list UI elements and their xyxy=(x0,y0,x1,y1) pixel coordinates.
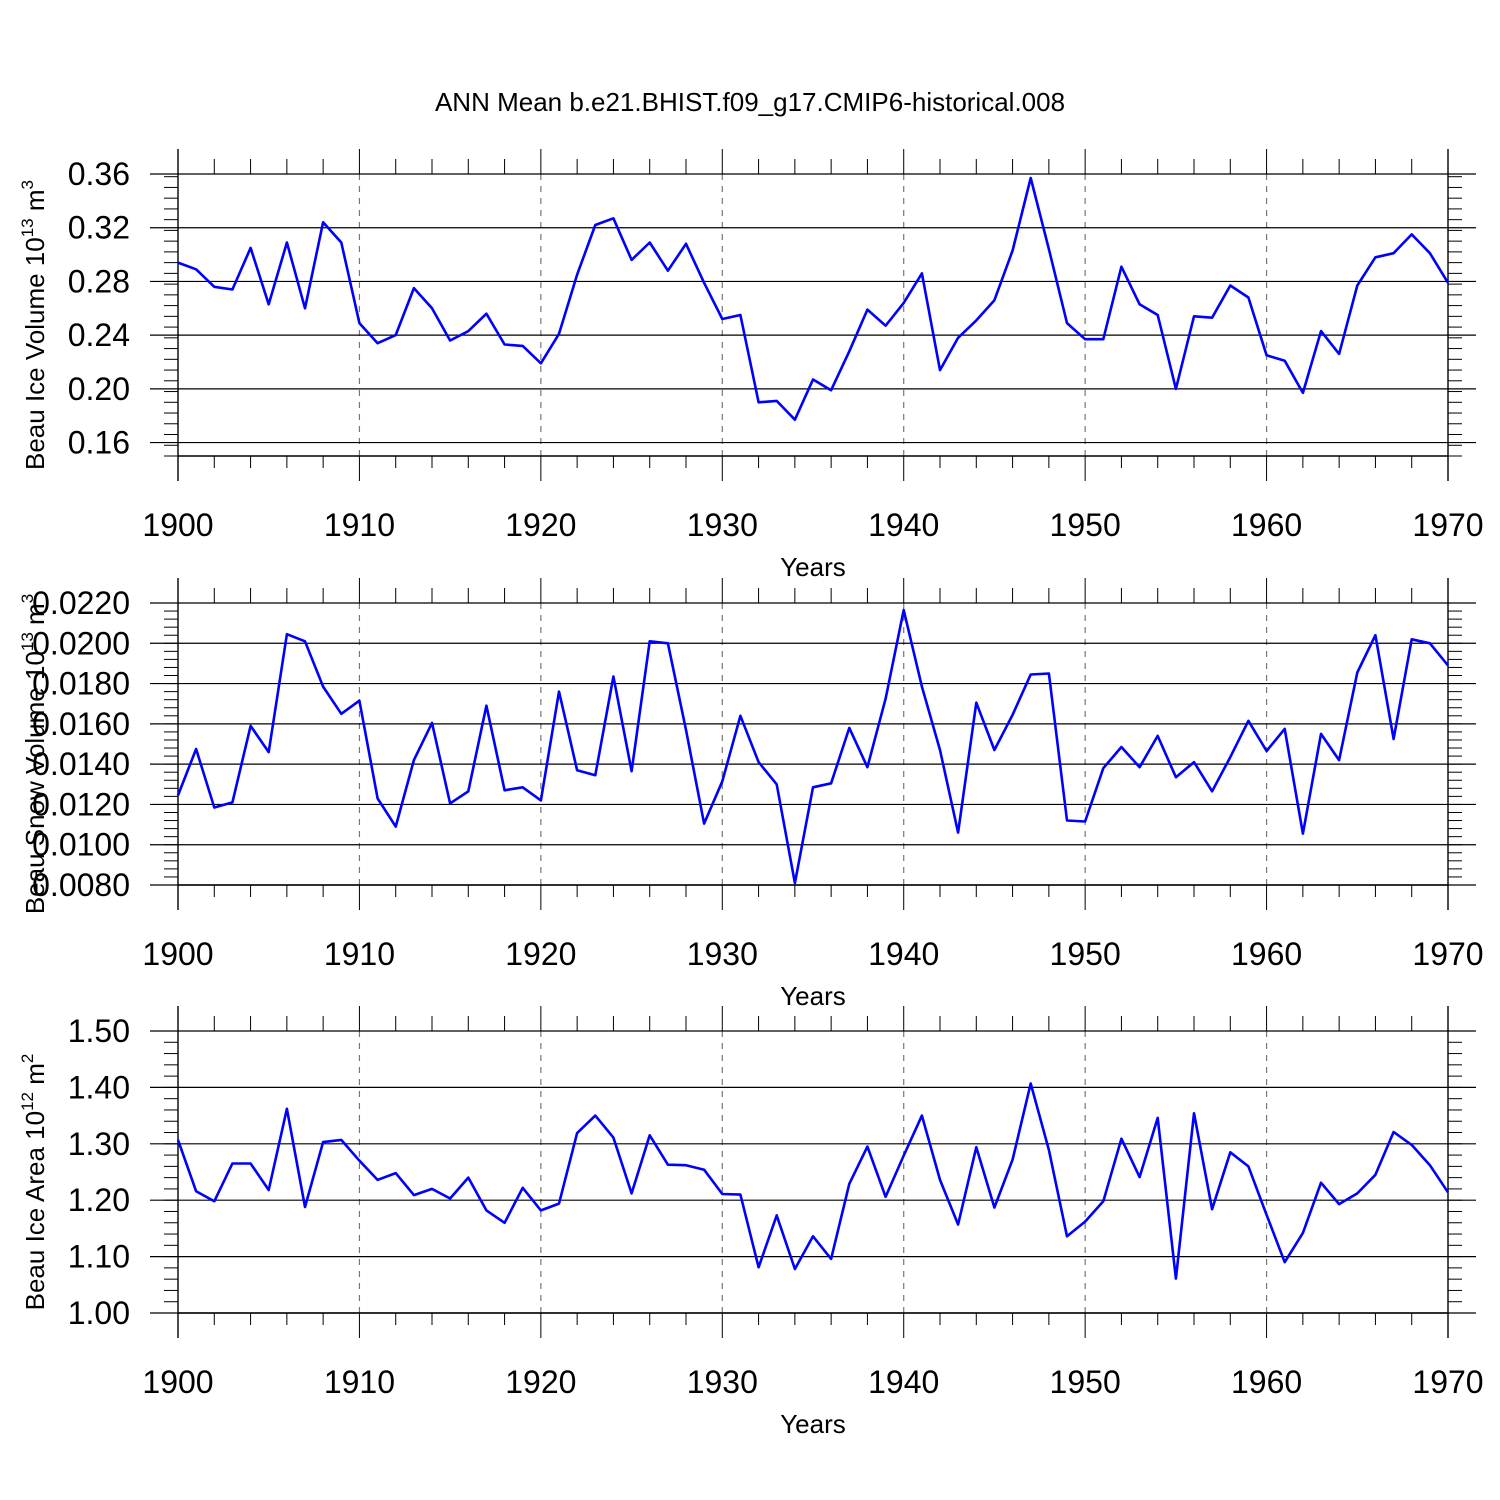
x-tick-label: 1930 xyxy=(687,936,758,972)
panels: 1900 1910 1920 1930 1940 1950 1960 1970 0.16 0.20… xyxy=(18,149,1484,1439)
x-axis-label: Years xyxy=(780,552,846,582)
y-tick-label: 0.0220 xyxy=(32,585,130,621)
x-tick-label: 1920 xyxy=(505,507,576,543)
x-tick-label: 1950 xyxy=(1050,507,1121,543)
y-tick-label: 0.28 xyxy=(68,263,130,299)
x-tick-label: 1970 xyxy=(1412,1364,1483,1400)
y-tick-label: 0.0160 xyxy=(32,706,130,742)
panel-2: 1900 1910 1920 1930 1940 1950 1960 1970 0.0080 0.… xyxy=(18,578,1484,1011)
x-tick-label: 1930 xyxy=(687,1364,758,1400)
x-axis-label: Years xyxy=(780,1409,846,1439)
series-line xyxy=(177,176,1450,422)
y-axis-label: Beau Snow Volume 1013 m3 xyxy=(18,594,50,914)
x-axis-label: Years xyxy=(780,981,846,1011)
x-tick-label: 1940 xyxy=(868,507,939,543)
y-axis-label: Beau Ice Area 1012 m2 xyxy=(18,1054,50,1311)
x-tick-label: 1900 xyxy=(142,936,213,972)
y-tick-label: 1.30 xyxy=(68,1126,130,1162)
y-tick-label: 0.16 xyxy=(68,425,130,461)
y-tick-label: 0.32 xyxy=(68,210,130,246)
x-tick-label: 1930 xyxy=(687,507,758,543)
x-tick-label: 1920 xyxy=(505,1364,576,1400)
y-axis-label: Beau Ice Volume 1013 m3 xyxy=(18,180,50,470)
y-tick-label: 1.00 xyxy=(68,1295,130,1331)
y-tick-label: 1.20 xyxy=(68,1182,130,1218)
y-tick-label: 1.10 xyxy=(68,1239,130,1275)
y-tick-label: 0.0080 xyxy=(32,867,130,903)
x-tick-label: 1900 xyxy=(142,507,213,543)
y-tick-label: 0.36 xyxy=(68,156,130,192)
x-tick-label: 1960 xyxy=(1231,936,1302,972)
y-tick-label: 1.50 xyxy=(68,1013,130,1049)
panel-1: 1900 1910 1920 1930 1940 1950 1960 1970 0.16 0.20… xyxy=(18,149,1484,582)
panel-3: 1900 1910 1920 1930 1940 1950 1960 1970 1.00 1.10… xyxy=(18,1006,1484,1439)
x-tick-label: 1900 xyxy=(142,1364,213,1400)
x-tick-label: 1970 xyxy=(1412,936,1483,972)
x-tick-label: 1950 xyxy=(1050,936,1121,972)
x-tick-label: 1910 xyxy=(324,1364,395,1400)
x-tick-label: 1940 xyxy=(868,1364,939,1400)
series-line xyxy=(176,608,1450,885)
x-tick-label: 1910 xyxy=(324,936,395,972)
x-tick-label: 1920 xyxy=(505,936,576,972)
y-tick-label: 0.0120 xyxy=(32,786,130,822)
x-tick-label: 1940 xyxy=(868,936,939,972)
series-line xyxy=(176,1082,1450,1280)
y-tick-label: 0.24 xyxy=(68,317,130,353)
x-tick-label: 1950 xyxy=(1050,1364,1121,1400)
y-tick-label: 0.0200 xyxy=(32,625,130,661)
figure-title: ANN Mean b.e21.BHIST.f09_g17.CMIP6-histo… xyxy=(435,87,1065,117)
y-tick-label: 0.20 xyxy=(68,371,130,407)
x-tick-label: 1960 xyxy=(1231,507,1302,543)
y-tick-label: 0.0140 xyxy=(32,746,130,782)
x-tick-label: 1960 xyxy=(1231,1364,1302,1400)
x-tick-label: 1910 xyxy=(324,507,395,543)
y-tick-label: 0.0180 xyxy=(32,666,130,702)
y-tick-label: 1.40 xyxy=(68,1069,130,1105)
y-tick-label: 0.0100 xyxy=(32,827,130,863)
x-tick-label: 1970 xyxy=(1412,507,1483,543)
